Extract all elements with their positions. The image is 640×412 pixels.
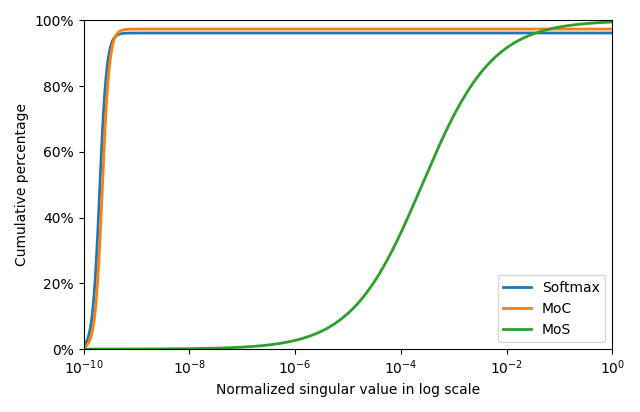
X-axis label: Normalized singular value in log scale: Normalized singular value in log scale xyxy=(216,383,480,397)
MoS xyxy=(609,19,616,24)
MoS xyxy=(580,21,588,26)
MoS xyxy=(102,346,109,351)
Softmax xyxy=(184,30,191,35)
Softmax xyxy=(339,30,346,35)
Line: Softmax: Softmax xyxy=(84,33,612,346)
MoC xyxy=(339,26,346,31)
Line: MoC: MoC xyxy=(84,29,612,347)
Softmax xyxy=(225,30,233,35)
Legend: Softmax, MoC, MoS: Softmax, MoC, MoS xyxy=(497,275,605,342)
Softmax xyxy=(609,30,616,35)
MoS xyxy=(80,346,88,351)
Line: MoS: MoS xyxy=(84,22,612,349)
MoC xyxy=(228,26,236,31)
MoS xyxy=(184,346,191,351)
MoS xyxy=(339,316,346,321)
Softmax xyxy=(83,340,90,345)
Softmax xyxy=(580,30,588,35)
MoC xyxy=(111,34,119,39)
MoS xyxy=(111,346,119,351)
MoC xyxy=(80,345,88,350)
MoC xyxy=(184,26,191,31)
MoC xyxy=(102,115,109,120)
Softmax xyxy=(102,79,109,84)
Y-axis label: Cumulative percentage: Cumulative percentage xyxy=(15,103,29,266)
Softmax xyxy=(111,34,119,39)
MoS xyxy=(83,346,90,351)
MoC xyxy=(609,26,616,31)
Softmax xyxy=(80,343,88,348)
MoC xyxy=(83,343,90,348)
MoC xyxy=(580,26,588,31)
